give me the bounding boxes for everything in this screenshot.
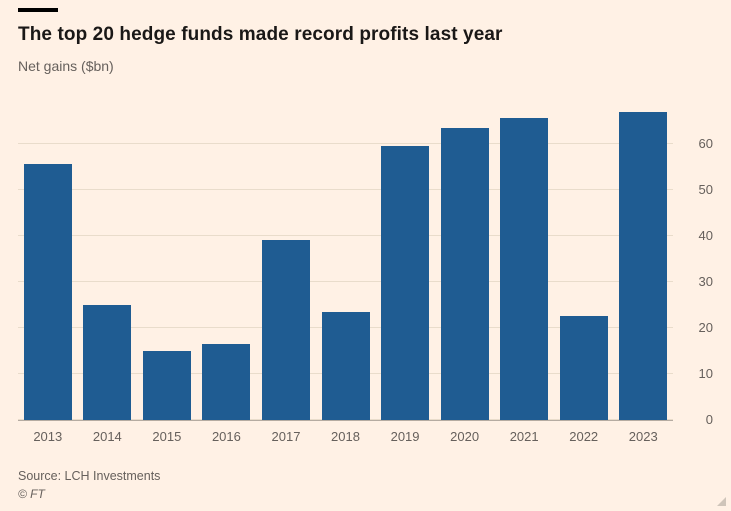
- x-tick-label: 2016: [211, 429, 241, 444]
- bar-chart: 0 10 20 30 40 50 60 2013 2014 2015 2016 2017 2018 20…: [18, 100, 713, 444]
- bars-layer: [18, 100, 673, 420]
- chart-footer: Source: LCH Investments © FT: [18, 469, 160, 501]
- x-tick-label: 2017: [271, 429, 301, 444]
- bar-2017: [261, 240, 310, 420]
- y-tick-label: 10: [698, 365, 713, 381]
- y-tick-label: 30: [698, 273, 713, 289]
- bar-slot: [613, 100, 673, 420]
- bar-2016: [202, 344, 251, 420]
- bar-slot: [137, 100, 197, 420]
- x-axis: 2013 2014 2015 2016 2017 2018 2019 2020 2021 2022…: [18, 429, 673, 444]
- y-axis: 0 10 20 30 40 50 60: [673, 100, 713, 427]
- bar-slot: [197, 100, 257, 420]
- y-tick-label: 20: [698, 319, 713, 335]
- bar-slot: [78, 100, 138, 420]
- bar-2023: [619, 111, 668, 420]
- bar-2013: [23, 164, 72, 420]
- bar-2019: [381, 146, 430, 420]
- ft-copyright: © FT: [18, 487, 45, 501]
- resize-handle-icon: [717, 497, 726, 506]
- x-tick-label: 2023: [628, 429, 658, 444]
- bar-slot: [375, 100, 435, 420]
- bar-slot: [435, 100, 495, 420]
- x-tick-label: 2013: [33, 429, 63, 444]
- bar-2015: [142, 350, 191, 420]
- x-tick-label: 2020: [450, 429, 480, 444]
- y-tick-label: 50: [698, 181, 713, 197]
- title-rule: [18, 8, 58, 12]
- source-label: Source: LCH Investments: [18, 469, 161, 483]
- bar-slot: [494, 100, 554, 420]
- bar-2020: [440, 127, 489, 420]
- y-tick-label: 60: [698, 135, 713, 151]
- bar-2018: [321, 311, 370, 420]
- chart-title: The top 20 hedge funds made record profi…: [18, 24, 503, 45]
- bar-slot: [554, 100, 614, 420]
- x-tick-label: 2014: [92, 429, 122, 444]
- x-tick-label: 2019: [390, 429, 420, 444]
- x-tick-label: 2021: [509, 429, 539, 444]
- x-tick-label: 2018: [331, 429, 360, 444]
- bar-2014: [83, 304, 132, 420]
- plot-area: [18, 100, 673, 421]
- bar-2021: [500, 118, 549, 420]
- bar-slot: [18, 100, 78, 420]
- bar-slot: [256, 100, 316, 420]
- gridline: [18, 234, 673, 236]
- bar-slot: [316, 100, 376, 420]
- gridline: [18, 188, 673, 190]
- gridline: [18, 280, 673, 282]
- y-tick-label: 40: [698, 227, 713, 243]
- x-tick-label: 2022: [569, 429, 599, 444]
- gridline: [18, 142, 673, 144]
- chart-subtitle: Net gains ($bn): [18, 58, 114, 74]
- bar-2022: [559, 316, 608, 420]
- y-tick-label: 0: [705, 412, 713, 427]
- x-tick-label: 2015: [152, 429, 182, 444]
